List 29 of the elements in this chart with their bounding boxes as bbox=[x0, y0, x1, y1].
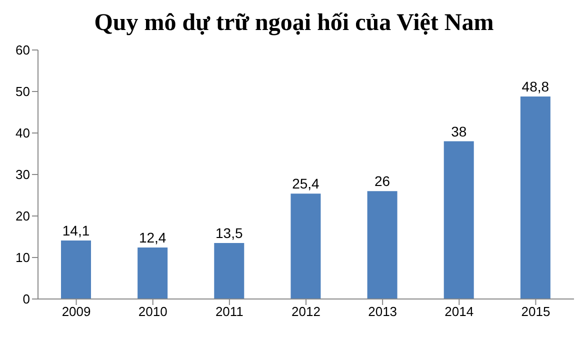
bar bbox=[520, 96, 550, 299]
bar bbox=[61, 240, 91, 299]
y-tick-label: 20 bbox=[16, 208, 30, 224]
x-tick-label: 2009 bbox=[62, 304, 91, 320]
data-label: 25,4 bbox=[292, 176, 320, 192]
bar bbox=[290, 194, 321, 299]
x-tick-label: 2011 bbox=[215, 304, 244, 320]
bar bbox=[138, 248, 168, 299]
x-tick-label: 2015 bbox=[521, 304, 550, 320]
y-tick-label: 0 bbox=[22, 292, 30, 307]
x-tick-label: 2012 bbox=[292, 304, 320, 320]
data-label: 13,5 bbox=[216, 224, 243, 241]
y-tick-label: 10 bbox=[16, 250, 30, 266]
bar bbox=[367, 191, 398, 299]
y-tick-label: 60 bbox=[16, 42, 30, 58]
chart-title: Quy mô dự trữ ngoại hối của Việt Nam bbox=[93, 9, 495, 38]
data-label: 12,4 bbox=[138, 230, 166, 246]
y-tick-label: 50 bbox=[16, 84, 30, 100]
x-tick-label: 2014 bbox=[444, 304, 474, 320]
data-label: 48,8 bbox=[522, 78, 550, 94]
bar bbox=[444, 141, 474, 299]
y-tick-label: 30 bbox=[16, 167, 30, 182]
x-tick-label: 2013 bbox=[368, 304, 398, 320]
y-tick-label: 40 bbox=[16, 126, 30, 141]
x-tick-label: 2010 bbox=[138, 304, 168, 320]
data-label: 26 bbox=[374, 173, 390, 190]
bar bbox=[214, 242, 244, 299]
data-label: 14,1 bbox=[62, 222, 90, 238]
data-label: 38 bbox=[451, 123, 467, 140]
